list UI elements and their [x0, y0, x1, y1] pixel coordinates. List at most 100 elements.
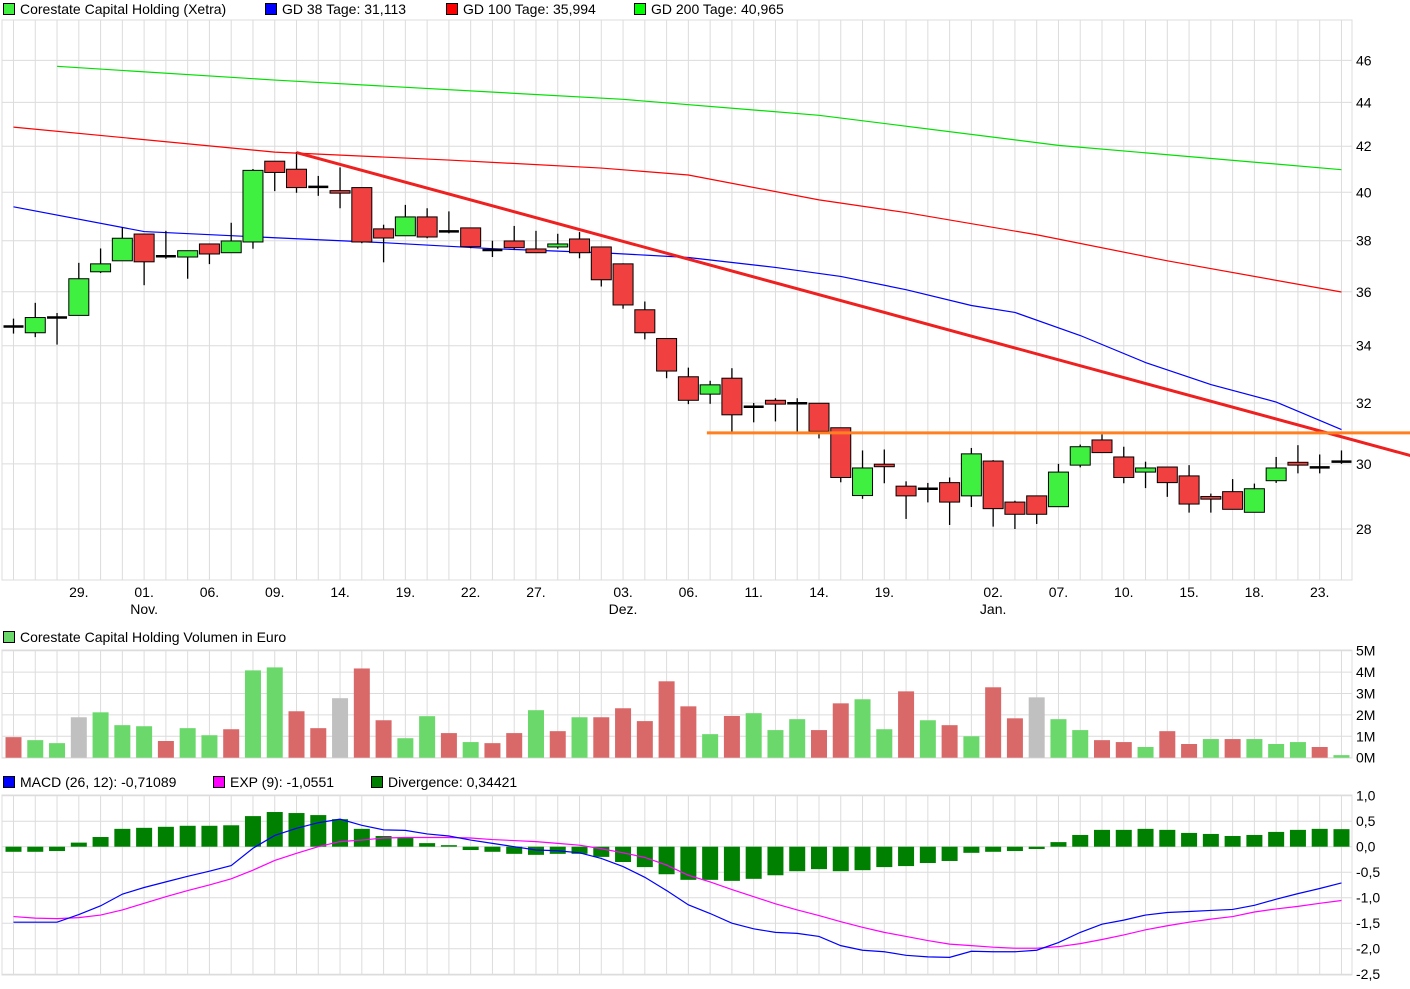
- candle-body: [569, 238, 591, 254]
- candle-body: [808, 402, 830, 432]
- volume-bar: [1246, 739, 1263, 758]
- legend-ma38-label: GD 38 Tage: 31,113: [282, 1, 407, 17]
- divergence-bar: [854, 846, 871, 871]
- candle-body: [68, 278, 90, 316]
- volume-bar: [832, 703, 849, 758]
- candle-body: [177, 250, 199, 258]
- candle-body: [830, 427, 852, 478]
- divergence-bar: [223, 825, 240, 847]
- divergence-bar: [832, 846, 849, 872]
- divergence-bar: [789, 846, 806, 872]
- candle: [939, 477, 961, 525]
- divergence-bar: [963, 846, 980, 853]
- divergence-bar: [157, 826, 174, 847]
- candle: [90, 248, 112, 274]
- candle: [1047, 463, 1069, 508]
- candle-body: [677, 376, 699, 401]
- date-tick-label: 23.: [1310, 584, 1329, 600]
- volume-bar: [941, 725, 958, 758]
- macd-tick-label: -0,5: [1356, 864, 1380, 880]
- volume-bar: [810, 730, 827, 758]
- candle-body: [198, 243, 220, 255]
- volume-bar: [1181, 744, 1198, 758]
- divergence-bar: [201, 825, 218, 847]
- divergence-bar: [702, 846, 719, 880]
- legend-price: Corestate Capital Holding (Xetra): [3, 1, 226, 17]
- candle-body: [895, 485, 917, 497]
- candle-body: [1004, 501, 1026, 515]
- divergence-bar: [1333, 829, 1350, 847]
- legend-swatch-ma38: [265, 3, 277, 15]
- candle: [460, 227, 482, 249]
- legend-swatch-volume: [3, 631, 15, 643]
- divergence-bar: [244, 816, 261, 847]
- candle: [743, 402, 764, 423]
- legend-exp: EXP (9): -1,0551: [213, 774, 334, 790]
- divergence-bar: [767, 846, 784, 876]
- candle: [351, 187, 373, 244]
- candle: [3, 318, 24, 334]
- candle: [133, 233, 155, 286]
- legend-volume: Corestate Capital Holding Volumen in Eur…: [3, 629, 286, 645]
- date-tick-label: 10.: [1114, 584, 1133, 600]
- candle: [155, 230, 176, 259]
- volume-bar: [136, 726, 153, 758]
- candle: [47, 312, 68, 345]
- volume-bar: [1028, 697, 1045, 758]
- candle-body: [612, 263, 634, 306]
- candle: [917, 482, 938, 503]
- candle: [1222, 479, 1244, 510]
- candle: [1113, 446, 1135, 484]
- divergence-bar: [745, 846, 762, 879]
- divergence-bar: [506, 846, 523, 854]
- exp-signal-line: [13, 836, 1342, 949]
- candle: [1243, 483, 1265, 513]
- date-tick-label: 07.: [1049, 584, 1068, 600]
- divergence-bar: [419, 843, 436, 847]
- candle-body: [329, 190, 351, 194]
- candle: [68, 262, 90, 316]
- legend-ma100-label: GD 100 Tage: 35,994: [463, 1, 596, 17]
- divergence-bar: [919, 846, 936, 864]
- price-tick-label: 38: [1356, 233, 1372, 249]
- volume-bar: [1224, 739, 1241, 758]
- legend-macd-label: MACD (26, 12): -0,71089: [20, 774, 177, 790]
- candle-body: [111, 237, 133, 262]
- candle-body: [1265, 467, 1287, 482]
- legend-divergence-label: Divergence: 0,34421: [388, 774, 518, 790]
- legend-swatch-ma200: [634, 3, 646, 15]
- price-tick-label: 28: [1356, 521, 1372, 537]
- candle-body: [503, 240, 525, 249]
- volume-bar: [223, 729, 240, 758]
- divergence-bar: [375, 835, 392, 847]
- divergence-bar: [571, 846, 588, 854]
- volume-bar: [963, 736, 980, 758]
- divergence-bar: [941, 846, 958, 861]
- candle-body: [460, 227, 482, 248]
- candle-body: [634, 309, 656, 334]
- candle-body: [852, 467, 874, 497]
- candle-body: [547, 243, 569, 248]
- candle: [308, 175, 329, 196]
- candle-body: [90, 263, 112, 273]
- date-tick-label: 19.: [875, 584, 894, 600]
- volume-bar: [1115, 742, 1132, 758]
- date-tick-label: 14.: [809, 584, 828, 600]
- candle-body: [1069, 446, 1091, 466]
- divergence-bar: [1072, 834, 1089, 847]
- volume-tick-label: 2M: [1356, 707, 1375, 723]
- divergence-bar: [136, 827, 153, 847]
- divergence-bar: [1311, 828, 1328, 847]
- trendline: [296, 151, 1410, 457]
- price-tick-label: 46: [1356, 52, 1372, 68]
- candle-body: [960, 453, 982, 497]
- candle: [286, 151, 308, 193]
- legend-ma100: GD 100 Tage: 35,994: [446, 1, 596, 17]
- legend-swatch-divergence: [371, 776, 383, 788]
- volume-bar: [898, 691, 915, 758]
- price-tick-label: 36: [1356, 284, 1372, 300]
- macd-tick-label: -1,0: [1356, 890, 1380, 906]
- volume-bar: [397, 738, 414, 758]
- candle-body: [1047, 471, 1069, 508]
- divergence-bar: [985, 846, 1002, 852]
